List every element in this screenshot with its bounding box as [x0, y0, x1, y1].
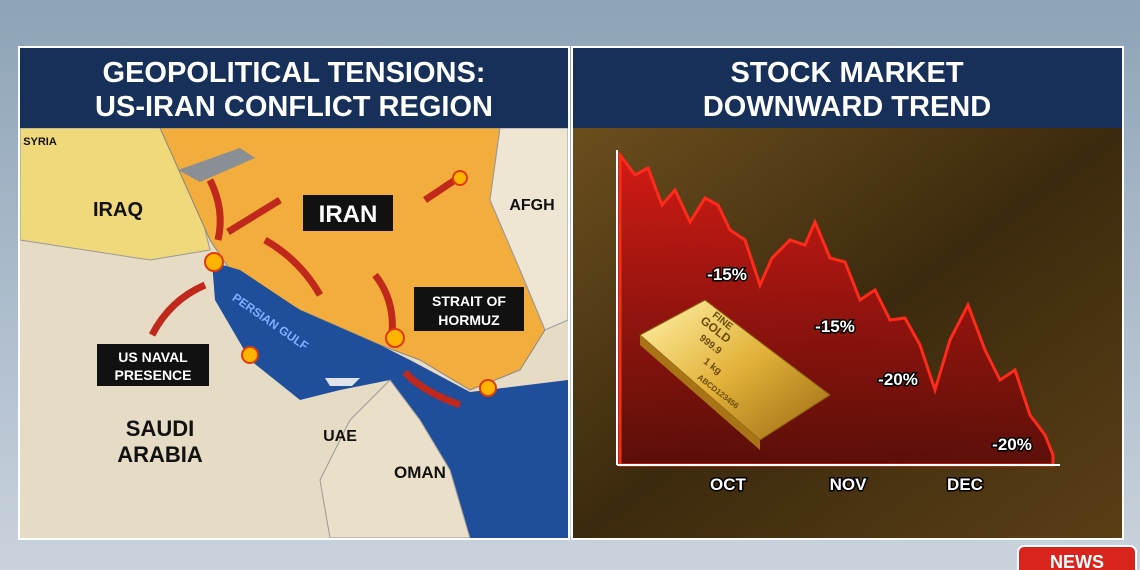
map-label: ARABIA — [117, 442, 203, 467]
annotation: -15% — [815, 317, 855, 336]
left-panel: GEOPOLITICAL TENSIONS: US-IRAN CONFLICT … — [18, 46, 570, 540]
map — [20, 128, 568, 538]
news-badge — [1017, 545, 1137, 570]
map-label: AFGH — [509, 197, 554, 214]
annotation: -15% — [707, 265, 747, 284]
title-band — [20, 48, 568, 128]
map-label: SYRIA — [23, 136, 57, 148]
map-label: IRAN — [319, 201, 378, 228]
badge-text: NEWS — [1050, 552, 1104, 570]
ship — [325, 378, 360, 386]
annotation: -20% — [878, 370, 918, 389]
map-label: SAUDI — [126, 416, 194, 441]
map-label: STRAIT OF — [432, 293, 506, 309]
map-label: OMAN — [394, 463, 446, 482]
month-label: NOV — [830, 475, 868, 494]
map-label: HORMUZ — [438, 312, 500, 328]
map-label: PRESENCE — [114, 367, 191, 383]
annotation: -20% — [992, 435, 1032, 454]
title-line: GEOPOLITICAL TENSIONS: — [103, 57, 486, 89]
month-label: OCT — [710, 475, 747, 494]
label-box — [414, 287, 524, 331]
title-line: US-IRAN CONFLICT REGION — [95, 91, 493, 123]
title-line: STOCK MARKET — [730, 57, 963, 89]
explosions — [204, 170, 497, 397]
label-box — [303, 195, 393, 231]
map-label: UAE — [323, 428, 357, 445]
gold-bar: FINE GOLD 999.9 1 kg ABCD123456 — [639, 299, 831, 450]
map-label: US NAVAL — [118, 349, 188, 365]
right-panel: STOCK MARKET DOWNWARD TREND -15% -15% -2… — [571, 46, 1124, 540]
map-label: IRAQ — [93, 199, 143, 221]
label-box — [97, 344, 209, 386]
month-label: DEC — [947, 475, 983, 494]
title-band — [573, 48, 1122, 128]
drone — [178, 148, 255, 182]
title-line: DOWNWARD TREND — [703, 91, 991, 123]
